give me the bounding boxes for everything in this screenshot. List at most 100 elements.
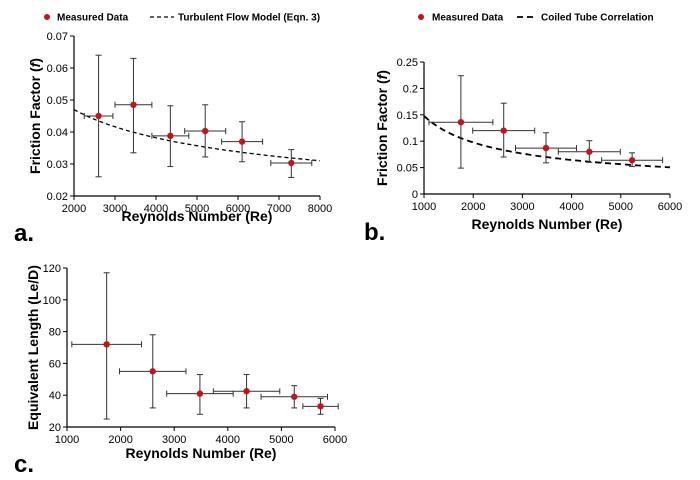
model-curve (73, 109, 321, 162)
legend-line-label: Turbulent Flow Model (Eqn. 3) (178, 13, 320, 24)
data-point (557, 140, 621, 163)
point-marker (542, 144, 550, 152)
point-marker (628, 157, 636, 164)
point-marker (196, 390, 204, 397)
x-tick-label: 7000 (267, 203, 291, 215)
y-axis-title-part: Friction Factor ( (27, 67, 43, 174)
legend-line-label: Coiled Tube Correlation (541, 13, 654, 24)
x-tick-label: 1000 (412, 201, 436, 213)
x-tick-label: 6000 (226, 203, 250, 215)
panel-label: a. (14, 220, 34, 247)
legend-point-marker (44, 14, 50, 20)
x-tick-label: 6000 (658, 201, 682, 213)
x-tick-label: 8000 (308, 203, 332, 215)
data-point (184, 104, 227, 158)
x-tick-label: 4000 (144, 203, 168, 215)
y-tick-label: 0.1 (403, 136, 418, 148)
panel-label: b. (364, 219, 385, 246)
legend: Measured Data Turbulent Flow Model (Eqn. … (44, 13, 320, 24)
data-point (151, 105, 190, 168)
x-tick-label: 5000 (269, 434, 293, 446)
model-curve (423, 115, 671, 169)
x-tick-label: 5000 (185, 203, 209, 215)
data-point (428, 75, 494, 169)
data-point (212, 374, 281, 409)
y-axis-title-part: f (374, 73, 390, 79)
point-marker (103, 341, 110, 348)
x-tick-label: 4000 (559, 201, 583, 213)
data-point (221, 121, 264, 163)
y-tick-label: 0.02 (47, 191, 68, 203)
y-tick-label: 100 (43, 295, 61, 307)
data-point (71, 272, 143, 420)
point-marker (500, 127, 507, 134)
point-marker (130, 101, 137, 109)
y-axis-title: Friction Factor (f) (374, 70, 390, 186)
y-tick-label: 0.04 (47, 127, 68, 139)
chart-c: 1000 2000 3000 4000 5000 6000 20 40 60 80 100 120 Re… (14, 263, 347, 478)
y-tick-label: 0 (412, 189, 418, 201)
legend-point-marker (418, 14, 424, 20)
point-marker (291, 393, 298, 400)
point-marker (243, 388, 250, 395)
point-marker (317, 403, 324, 410)
y-tick-label: 0.25 (397, 57, 418, 69)
data-point (119, 334, 187, 409)
x-tick-label: 2000 (108, 434, 132, 446)
legend: Measured Data Coiled Tube Correlation (418, 13, 654, 24)
y-axis-title-part: ) (374, 70, 390, 75)
y-tick-label: 60 (49, 358, 61, 370)
data-point (260, 385, 328, 409)
x-tick-label: 5000 (609, 201, 633, 213)
legend-points-label: Measured Data (57, 13, 129, 24)
y-tick-label: 120 (43, 263, 61, 275)
point-marker (95, 112, 102, 120)
y-axis-title-part: f (27, 61, 43, 67)
y-axis-title: Friction Factor (f) (27, 58, 43, 174)
x-axis-title: Reynolds Number (Re) (122, 208, 273, 224)
y-axis-title-part: ) (27, 58, 43, 63)
chart-b: 1000 2000 3000 4000 5000 6000 0 0.05 0.1 0.15 0.2 0… (364, 13, 682, 247)
y-tick-label: 20 (49, 422, 61, 434)
x-tick-label: 2000 (62, 203, 86, 215)
y-axis-title-part: Friction Factor ( (374, 79, 390, 186)
point-marker (202, 127, 209, 135)
data-point (601, 152, 664, 168)
y-axis-title: Equivalent Length (Le/D) (25, 265, 41, 430)
x-tick-label: 3000 (103, 203, 127, 215)
x-tick-label: 2000 (461, 201, 485, 213)
point-marker (149, 368, 156, 375)
x-tick-label: 3000 (510, 201, 534, 213)
y-tick-label: 0.06 (47, 63, 68, 75)
y-tick-label: 0.03 (47, 159, 68, 171)
y-tick-label: 0.07 (47, 31, 68, 43)
x-axis-title: Reynolds Number (Re) (126, 445, 277, 461)
point-marker (586, 148, 593, 155)
x-tick-label: 4000 (216, 434, 240, 446)
y-tick-label: 0.05 (397, 163, 418, 175)
x-tick-label: 1000 (55, 434, 79, 446)
x-tick-label: 6000 (323, 434, 347, 446)
data-point (166, 374, 234, 415)
point-marker (457, 118, 465, 126)
data-point (515, 132, 578, 164)
y-tick-label: 0.05 (47, 95, 68, 107)
point-marker (238, 138, 246, 145)
x-axis-title: Reynolds Number (Re) (472, 216, 623, 232)
data-point (472, 102, 536, 158)
point-marker (288, 159, 295, 167)
point-marker (167, 132, 174, 140)
y-tick-label: 80 (49, 327, 61, 339)
panel-label: c. (14, 451, 34, 478)
y-tick-label: 0.15 (397, 110, 418, 122)
y-tick-label: 40 (49, 390, 61, 402)
y-tick-label: 0.2 (403, 83, 418, 95)
chart-a: 2000 3000 4000 5000 6000 7000 8000 0.02 0.03 0.04… (14, 13, 332, 248)
legend-points-label: Measured Data (432, 13, 504, 24)
data-point (270, 149, 313, 178)
data-point (114, 57, 153, 154)
data-point (302, 397, 339, 415)
data-point (83, 54, 114, 178)
x-tick-label: 3000 (162, 434, 186, 446)
